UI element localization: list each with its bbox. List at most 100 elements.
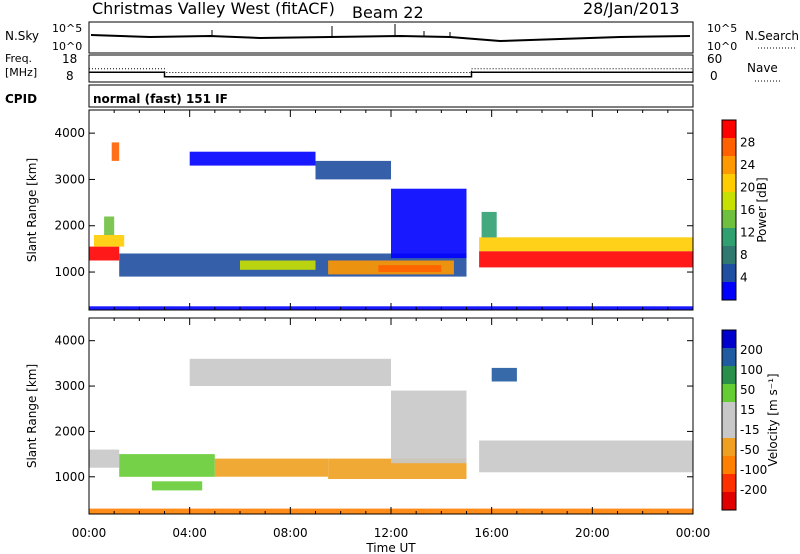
- velocity-y-ticks: 1000 2000 3000 4000: [54, 334, 693, 484]
- colorbar-segment: [722, 174, 736, 193]
- colorbar-segment: [722, 210, 736, 229]
- heatmap-region-12: [315, 160, 391, 180]
- nsky-series: [90, 34, 691, 43]
- colorbar-segment: [722, 456, 736, 475]
- heatmap-region-7: [391, 390, 467, 464]
- y-tick-label: 2000: [54, 424, 85, 438]
- heatmap-region-0: [89, 449, 120, 468]
- y-tick-label: 2000: [54, 219, 85, 233]
- cpid-label: CPID: [5, 92, 37, 106]
- heatmap-region-6: [189, 358, 391, 386]
- colorbar-frame: [721, 329, 737, 511]
- colorbar-tick-label: -15: [740, 423, 760, 437]
- colorbar-segment: [722, 264, 736, 283]
- power-panel: Slant Range [km] 1000 2000 3000 4000 28 24 20…: [25, 109, 769, 311]
- colorbar-tick-label: 16: [740, 203, 755, 217]
- colorbar-segment: [722, 402, 736, 421]
- x-tick-label: 12:00: [374, 526, 409, 540]
- nsky-left-tick-bottom: 10^0: [52, 40, 82, 53]
- colorbar-segment: [722, 120, 736, 139]
- x-tick-label: 00:00: [72, 526, 107, 540]
- y-tick-label: 4000: [54, 126, 85, 140]
- colorbar-segment: [722, 420, 736, 439]
- power-y-ticks: 1000 2000 3000 4000: [54, 126, 693, 279]
- colorbar-segment: [722, 138, 736, 157]
- colorbar-tick-label: -200: [740, 483, 767, 497]
- heatmap-region-1: [119, 454, 215, 477]
- x-tick-labels: 00:00 04:00 08:00 12:00 16:00 20:00 00:00: [72, 526, 711, 540]
- colorbar-tick-label: 100: [740, 363, 763, 377]
- colorbar-segment: [722, 192, 736, 211]
- station-title: Christmas Valley West (fitACF): [92, 0, 335, 18]
- freq-label-line1: Freq.: [5, 52, 32, 65]
- date-title: 28/Jan/2013: [583, 0, 680, 18]
- freq-tick-top: 18: [62, 52, 77, 66]
- heatmap-region-9: [491, 367, 517, 382]
- power-colorbar-label: Power [dB]: [755, 177, 769, 242]
- cpid-text: normal (fast) 151 IF: [93, 92, 228, 106]
- heatmap-region-10: [481, 211, 497, 238]
- nave-tick-top: 60: [707, 52, 722, 66]
- nave-tick-bottom: 0: [710, 69, 718, 83]
- nave-right-label: Nave: [747, 61, 778, 75]
- colorbar-segment: [722, 156, 736, 175]
- velocity-colorbar: 200 100 50 15 -15 -50 -100 -200: [721, 329, 767, 511]
- heatmap-region-5: [479, 440, 693, 473]
- power-colorbar: 28 24 20 16 12 8 4: [721, 119, 755, 301]
- heatmap-region-2: [104, 216, 115, 235]
- heatmap-region-9: [479, 237, 693, 252]
- colorbar-segment: [722, 438, 736, 457]
- nsky-left-tick-top: 10^5: [52, 22, 82, 35]
- colorbar-tick-label: 24: [740, 158, 755, 172]
- heatmap-region-5: [240, 260, 316, 270]
- x-tick-label: 08:00: [273, 526, 308, 540]
- y-tick-label: 1000: [54, 470, 85, 484]
- colorbar-segment: [722, 474, 736, 493]
- x-tick-label: 20:00: [575, 526, 610, 540]
- y-tick-label: 4000: [54, 334, 85, 348]
- power-ylabel: Slant Range [km]: [25, 158, 39, 262]
- colorbar-segment: [722, 246, 736, 265]
- x-tick-label: 04:00: [172, 526, 207, 540]
- y-tick-label: 3000: [54, 172, 85, 186]
- nsky-left-label: N.Sky: [5, 29, 39, 43]
- x-axis-label: Time UT: [365, 541, 416, 554]
- heatmap-region-1: [94, 235, 125, 247]
- beam-title: Beam 22: [352, 3, 424, 22]
- colorbar-tick-label: 4: [740, 271, 748, 285]
- power-x-ticks: [88, 110, 694, 310]
- colorbar-tick-label: -100: [740, 463, 767, 477]
- freq-label-line2: [MHz]: [5, 66, 37, 79]
- velocity-x-ticks: [88, 318, 694, 514]
- heatmap-region-3: [111, 142, 120, 161]
- colorbar-tick-label: 28: [740, 136, 755, 150]
- heatmap-region-2: [214, 458, 328, 477]
- nsky-right-tick-top: 10^5: [707, 22, 737, 35]
- heatmap-region-3: [328, 458, 467, 479]
- heatmap-region-0: [89, 246, 120, 261]
- cpid-panel: CPID normal (fast) 151 IF: [5, 84, 694, 108]
- freq-series: [89, 71, 693, 78]
- colorbar-tick-label: 8: [740, 248, 748, 262]
- nsky-right-tick-bottom: 10^0: [707, 40, 737, 53]
- heatmap-region-4: [151, 481, 203, 491]
- colorbar-tick-label: 15: [740, 403, 755, 417]
- freq-panel: Freq. [MHz] 18 8 60 0 Nave: [5, 52, 780, 83]
- colorbar-frame: [721, 119, 737, 301]
- nsky-panel: N.Sky 10^5 10^0 10^5 10^0 N.Search: [5, 21, 799, 54]
- colorbar-segment: [722, 228, 736, 247]
- colorbar-tick-label: 12: [740, 226, 755, 240]
- colorbar-segment: [722, 282, 736, 301]
- velocity-colorbar-label: Velocity [m s⁻¹]: [766, 373, 780, 466]
- x-tick-label: 16:00: [474, 526, 509, 540]
- colorbar-tick-label: 200: [740, 343, 763, 357]
- y-tick-label: 1000: [54, 265, 85, 279]
- nsearch-right-label: N.Search: [745, 29, 799, 43]
- heatmap-region-11: [189, 151, 316, 166]
- heatmap-region-13: [391, 188, 467, 259]
- colorbar-segment: [722, 330, 736, 349]
- heatmap-region-8: [479, 251, 693, 268]
- x-tick-label: 00:00: [676, 526, 711, 540]
- heatmap-region-7: [378, 265, 442, 272]
